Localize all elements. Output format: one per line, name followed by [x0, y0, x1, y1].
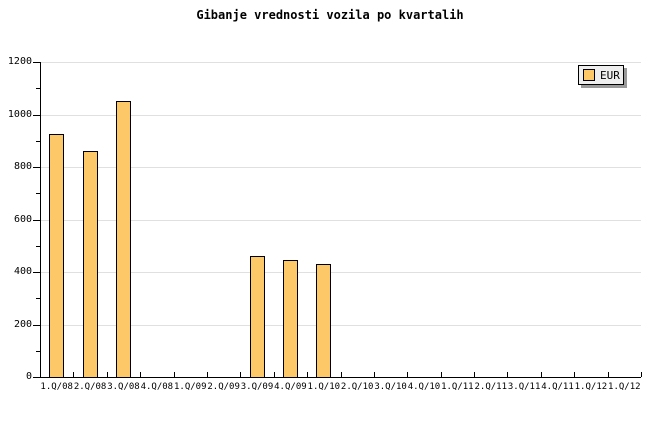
- x-tick-label-3: 4.Q/08: [140, 382, 174, 392]
- x-tick-label-2: 3.Q/08: [107, 382, 140, 392]
- y-tick-100: [36, 350, 40, 352]
- x-tick-label-7: 4.Q/09: [274, 382, 307, 392]
- gridline-800: [41, 167, 641, 168]
- y-tick-label-200: 200: [13, 318, 32, 330]
- x-tick-label-16: 1.Q/12: [574, 382, 608, 392]
- x-tick-label-17: 1.Q/12: [608, 382, 641, 392]
- x-tick-4: [174, 372, 175, 377]
- x-tick-6: [240, 372, 241, 377]
- x-tick-label-0: 1.Q/08: [40, 382, 73, 392]
- y-tick-label-1000: 1000: [7, 108, 32, 120]
- gridline-600: [41, 219, 641, 221]
- gridline-1000: [41, 114, 641, 116]
- legend-label: EUR: [600, 68, 620, 82]
- x-tick-label-10: 3.Q/10: [374, 382, 407, 392]
- x-tick-15: [541, 372, 542, 377]
- gridline-1200: [41, 62, 641, 63]
- y-tick-1000: [33, 114, 40, 116]
- x-tick-13: [474, 372, 475, 377]
- x-tick-9: [341, 372, 342, 377]
- bar-3.Q/08: [116, 101, 131, 378]
- x-tick-label-13: 2.Q/11: [474, 382, 507, 392]
- y-tick-1100: [36, 88, 40, 90]
- x-tick-label-5: 2.Q/09: [207, 382, 240, 392]
- x-tick-18: [641, 372, 642, 377]
- x-tick-16: [574, 372, 575, 377]
- y-tick-300: [36, 298, 40, 300]
- gridline-400: [41, 272, 641, 273]
- x-tick-label-11: 4.Q/10: [407, 382, 441, 392]
- y-tick-700: [36, 193, 40, 195]
- bar-3.Q/09: [250, 256, 265, 378]
- x-tick-3: [140, 372, 141, 377]
- x-tick-label-12: 1.Q/11: [441, 382, 474, 392]
- x-tick-12: [441, 372, 442, 377]
- bar-2.Q/08: [83, 151, 98, 378]
- bar-4.Q/09: [283, 260, 298, 378]
- y-axis-line: [40, 62, 41, 378]
- y-tick-label-1200: 1200: [7, 56, 32, 67]
- x-tick-10: [374, 372, 375, 377]
- x-tick-8: [307, 372, 308, 377]
- x-tick-label-9: 2.Q/10: [340, 382, 374, 392]
- y-tick-500: [36, 245, 40, 247]
- x-tick-2: [107, 372, 108, 377]
- y-tick-600: [33, 219, 40, 221]
- x-tick-label-15: 4.Q/11: [541, 382, 574, 392]
- x-tick-17: [608, 372, 609, 377]
- y-tick-400: [33, 272, 40, 273]
- x-tick-label-14: 3.Q/11: [507, 382, 541, 392]
- x-tick-1: [73, 372, 74, 377]
- y-tick-1200: [33, 62, 40, 63]
- x-tick-label-8: 1.Q/10: [307, 382, 341, 392]
- x-tick-label-6: 3.Q/09: [240, 382, 274, 392]
- bar-1.Q/10: [316, 264, 331, 378]
- legend-swatch-icon: [583, 69, 595, 81]
- y-tick-label-600: 600: [13, 213, 32, 225]
- y-tick-label-400: 400: [13, 266, 32, 277]
- x-tick-5: [207, 372, 208, 377]
- bar-1.Q/08: [49, 134, 64, 378]
- y-tick-label-0: 0: [25, 371, 32, 382]
- legend: EUR: [578, 65, 624, 85]
- chart-title: Gibanje vrednosti vozila po kvartalih: [196, 8, 464, 22]
- y-tick-0: [33, 377, 40, 378]
- plot-area: [33, 62, 642, 378]
- x-tick-14: [507, 372, 508, 377]
- x-tick-label-1: 2.Q/08: [73, 382, 107, 392]
- x-tick-label-4: 1.Q/09: [173, 382, 207, 392]
- x-tick-7: [274, 372, 275, 377]
- y-tick-label-800: 800: [13, 161, 32, 172]
- y-tick-800: [33, 167, 40, 168]
- gridline-200: [41, 324, 641, 326]
- y-tick-200: [33, 324, 40, 326]
- y-tick-900: [36, 140, 40, 142]
- x-tick-11: [407, 372, 408, 377]
- x-axis-line: [40, 377, 641, 378]
